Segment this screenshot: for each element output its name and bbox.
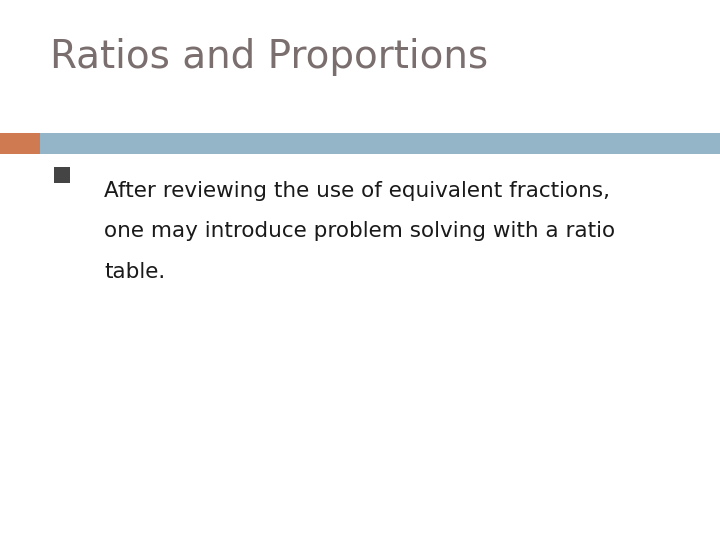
Text: Ratios and Proportions: Ratios and Proportions (50, 38, 489, 76)
Text: After reviewing the use of equivalent fractions,: After reviewing the use of equivalent fr… (104, 181, 611, 201)
Bar (0, 133, 40, 154)
Text: table.: table. (104, 262, 166, 282)
Bar (54, 167, 70, 183)
Bar (40, 133, 720, 154)
Text: one may introduce problem solving with a ratio: one may introduce problem solving with a… (104, 221, 616, 241)
